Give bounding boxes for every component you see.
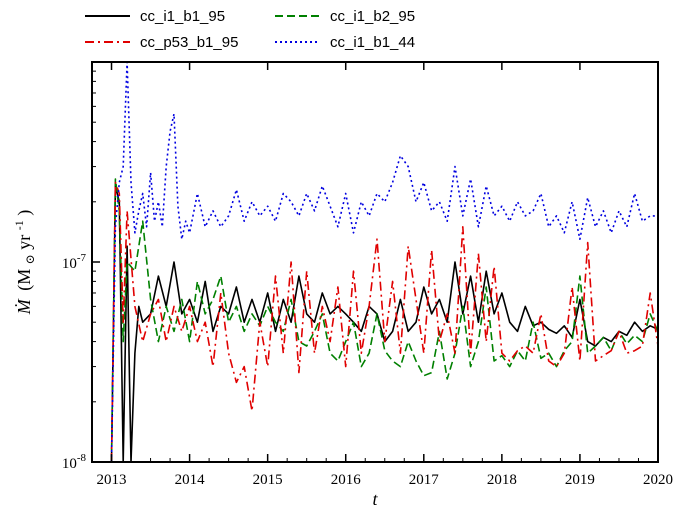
plot-frame [91, 61, 659, 463]
series-line-cc_i1_b2_95 [110, 178, 658, 462]
y-axis: 10-8 10-7 [62, 70, 100, 472]
svg-text:Ṁ (M ⊙ yr: Ṁ (M ⊙ yr -1 ) [7, 210, 38, 316]
y-axis-title-sun-symbol: ⊙ [23, 254, 37, 264]
series-line-cc_p53_b1_95 [110, 181, 658, 462]
x-tick-label: 2016 [331, 472, 362, 488]
legend-label-cc_i1_b1_44: cc_i1_b1_44 [330, 34, 415, 51]
y-axis-title-unit: yr [14, 235, 34, 250]
x-axis: 2013 2014 2015 2016 2017 2018 2019 2020 [91, 62, 673, 488]
y-tick-label: 10-7 [62, 252, 87, 272]
x-tick-label: 2020 [643, 472, 673, 488]
series-layer [110, 62, 658, 462]
y-axis-title-exponent: -1 [12, 220, 26, 230]
y-axis-title-open: (M [14, 269, 35, 291]
y-axis-title-close: ) [14, 210, 35, 216]
legend-label-cc_i1_b2_95: cc_i1_b2_95 [330, 8, 415, 25]
y-axis-title-symbol: Ṁ [14, 298, 34, 315]
x-tick-label: 2017 [409, 472, 440, 488]
x-tick-label: 2013 [97, 472, 127, 488]
x-axis-title: t [372, 489, 378, 509]
legend-label-cc_i1_b1_95: cc_i1_b1_95 [140, 8, 225, 25]
x-tick-label: 2018 [487, 472, 517, 488]
plot-area: 2013 2014 2015 2016 2017 2018 2019 2020 10-810-… [62, 61, 673, 488]
x-tick-label: 2014 [175, 472, 206, 488]
legend: cc_i1_b1_95 cc_i1_b2_95 cc_p53_b1_95 cc_i1_… [85, 8, 415, 51]
y-axis-title: Ṁ (M ⊙ yr -1 ) [7, 210, 38, 316]
x-tick-label: 2015 [253, 472, 283, 488]
x-tick-label: 2019 [565, 472, 595, 488]
y-tick-label: 10-8 [62, 452, 87, 472]
series-line-cc_i1_b1_44 [110, 62, 658, 462]
legend-label-cc_p53_b1_95: cc_p53_b1_95 [140, 34, 238, 51]
